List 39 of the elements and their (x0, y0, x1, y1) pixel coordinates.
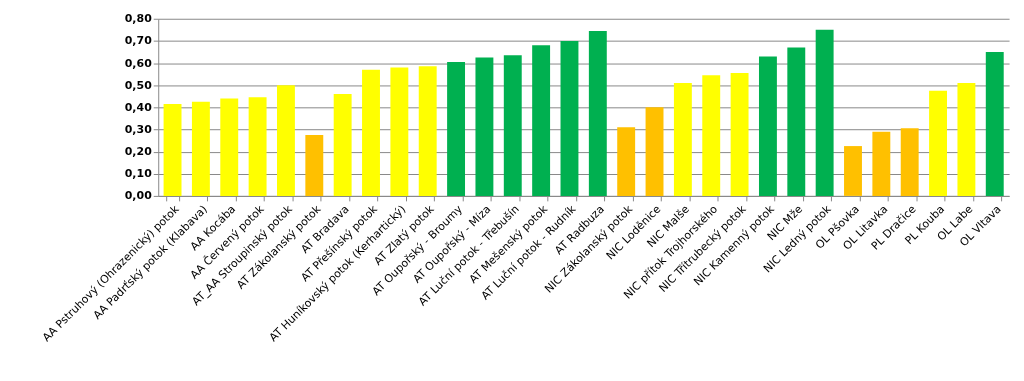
bar (333, 94, 352, 196)
bar (560, 40, 579, 196)
bar (305, 135, 324, 196)
bar (362, 69, 380, 196)
bar (929, 90, 948, 196)
bar (645, 107, 664, 196)
y-tick-label: 0,50 (124, 78, 153, 92)
y-tick-label: 0,60 (124, 56, 153, 70)
bar (900, 128, 919, 196)
bar (673, 82, 692, 196)
bar (872, 131, 891, 196)
bar (844, 146, 862, 196)
y-tick-label: 0,70 (124, 34, 153, 48)
bar (617, 127, 636, 196)
bar (447, 61, 466, 196)
bar (503, 55, 522, 196)
y-tick-label: 0,10 (124, 167, 153, 181)
y-tick-label: 0,20 (124, 145, 153, 159)
bar (390, 67, 409, 196)
bar (815, 29, 834, 196)
bar (758, 56, 777, 196)
bar (475, 57, 494, 196)
bar (787, 47, 806, 196)
bar (588, 30, 607, 196)
bar (957, 82, 976, 196)
y-tick-label: 0,80 (124, 12, 153, 26)
bar (277, 85, 295, 196)
bar (248, 97, 267, 196)
y-tick-label: 0,40 (124, 100, 153, 114)
bar (730, 73, 749, 196)
bar (532, 45, 551, 196)
bar (985, 51, 1004, 196)
bar (220, 98, 239, 196)
bar (418, 66, 437, 196)
bar (191, 101, 210, 196)
bar (702, 75, 721, 196)
y-tick-label: 0,30 (124, 122, 153, 136)
y-tick-label: 0,00 (124, 189, 153, 203)
bar (163, 104, 182, 196)
